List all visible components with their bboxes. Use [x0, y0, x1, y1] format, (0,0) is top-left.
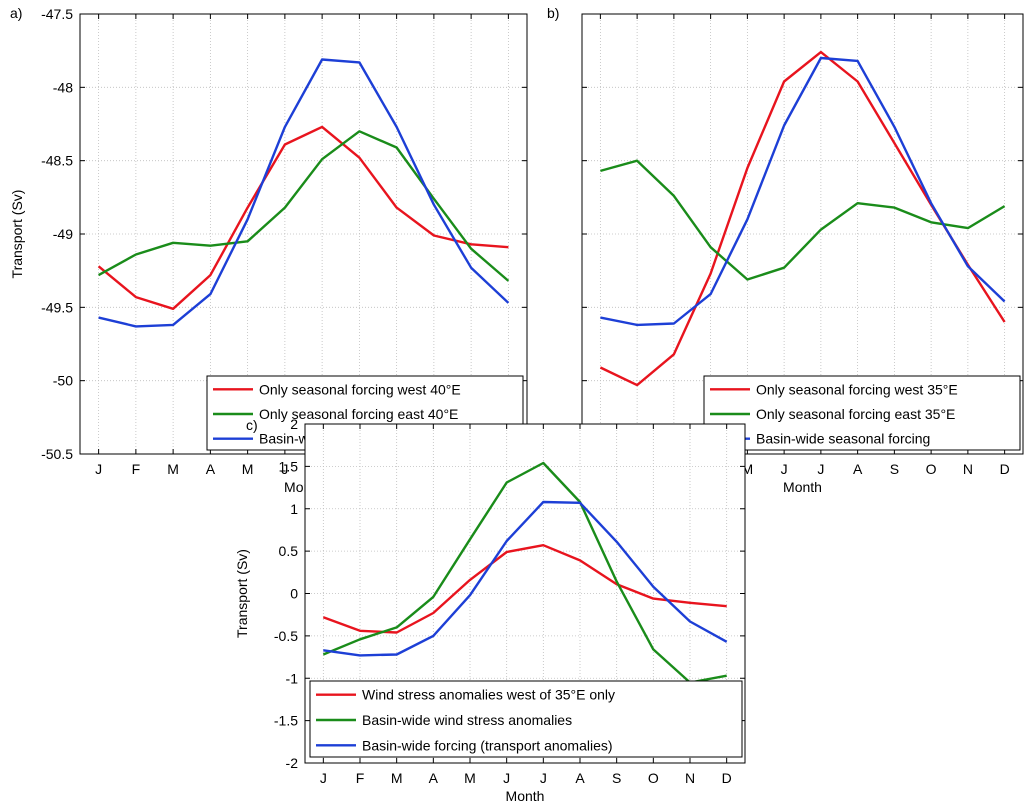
x-tick-label: M — [464, 770, 476, 786]
series-line-3 — [323, 500, 728, 657]
panel-label: c) — [246, 417, 258, 433]
x-tick-label: D — [1000, 461, 1010, 477]
y-tick-label: 0 — [290, 586, 298, 602]
x-axis-label: Month — [506, 788, 545, 803]
x-axis-label: Month — [783, 479, 822, 495]
y-tick-label: -49 — [53, 226, 73, 242]
x-tick-label: S — [890, 461, 899, 477]
y-tick-label: -48.5 — [41, 153, 73, 169]
x-tick-label: F — [356, 770, 365, 786]
x-tick-label: A — [429, 770, 439, 786]
x-tick-label: M — [391, 770, 403, 786]
x-tick-label: M — [242, 461, 254, 477]
panel-label: a) — [10, 5, 22, 21]
y-tick-label: -50 — [53, 373, 73, 389]
series-line-3 — [600, 56, 1006, 327]
panel-label: b) — [547, 5, 559, 21]
y-axis-label: Transport (Sv) — [234, 549, 250, 638]
legend-label-2: Only seasonal forcing east 35°E — [756, 406, 955, 422]
x-tick-label: D — [722, 770, 732, 786]
chart-panel-3: J F M A M J J A S O N D -2 -1.5 -1 -0.5 0 0.5 1 1.5 2 Month Tr… — [234, 416, 746, 803]
x-tick-label: J — [781, 461, 788, 477]
legend-label-2: Basin-wide wind stress anomalies — [362, 712, 572, 728]
axes-frame — [304, 423, 746, 764]
legend: Only seasonal forcing west 35°E Only seas… — [703, 375, 1021, 451]
axes-frame — [79, 13, 528, 455]
chart-panel-1: JFMAMJJASOND-50.5-50-49.5-49-48.5-48-47.… — [9, 5, 528, 495]
y-tick-label: 2 — [290, 416, 298, 432]
series-line-1 — [97, 125, 509, 310]
legend-label-1: Wind stress anomalies west of 35°E only — [362, 687, 615, 703]
x-tick-label: M — [167, 461, 179, 477]
x-tick-label: M — [742, 461, 754, 477]
x-tick-label: N — [685, 770, 695, 786]
series-line-2 — [98, 130, 510, 282]
x-tick-label: J — [281, 461, 288, 477]
legend-label-2: Only seasonal forcing east 40°E — [259, 406, 458, 422]
x-tick-label: O — [648, 770, 659, 786]
y-tick-label: -0.5 — [274, 628, 298, 644]
legend-label-3: Basin-wide forcing (transport anomalies) — [362, 737, 613, 753]
legend: Wind stress anomalies west of 35°E only B… — [309, 680, 743, 758]
x-tick-label: J — [540, 770, 547, 786]
y-axis-label: Transport (Sv) — [9, 190, 25, 279]
y-tick-label: -50.5 — [41, 446, 73, 462]
legend-label-1: Only seasonal forcing west 35°E — [756, 381, 958, 397]
series-line-2 — [322, 461, 727, 684]
legend-box — [703, 375, 1021, 451]
y-tick-label: 1 — [290, 501, 298, 517]
series-line-2 — [600, 159, 1006, 281]
x-tick-label: O — [926, 461, 937, 477]
x-tick-label: F — [132, 461, 141, 477]
y-tick-label: -47.5 — [41, 6, 73, 22]
legend-label-1: Only seasonal forcing west 40°E — [259, 381, 461, 397]
x-tick-label: S — [612, 770, 621, 786]
y-tick-label: 0.5 — [279, 543, 299, 559]
x-tick-label: J — [817, 461, 824, 477]
x-tick-label: A — [206, 461, 216, 477]
series-line-1 — [322, 544, 727, 634]
y-tick-label: -1 — [286, 670, 299, 686]
y-tick-label: -1.5 — [274, 713, 298, 729]
x-tick-label: N — [963, 461, 973, 477]
chart-panel-2: JFMAMJJASONDMonthb)Only seasonal forcing… — [547, 5, 1024, 495]
x-tick-label: J — [320, 770, 327, 786]
axes-frame — [581, 13, 1024, 455]
x-tick-label: J — [503, 770, 510, 786]
y-tick-label: -49.5 — [41, 299, 73, 315]
series-line-3 — [98, 58, 510, 328]
y-tick-label: -2 — [286, 755, 299, 771]
y-tick-label: -48 — [53, 79, 73, 95]
legend-label-3: Basin-wide seasonal forcing — [756, 431, 930, 447]
y-tick-label: 1.5 — [279, 458, 299, 474]
x-tick-label: A — [575, 770, 585, 786]
x-tick-label: A — [853, 461, 863, 477]
x-tick-label: J — [95, 461, 102, 477]
legend-box — [309, 680, 743, 758]
